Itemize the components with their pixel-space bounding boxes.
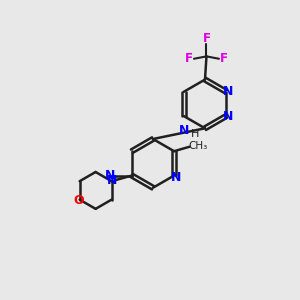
Text: N: N — [179, 124, 190, 136]
Text: CH₃: CH₃ — [188, 140, 208, 151]
Text: N: N — [170, 170, 181, 184]
Text: N: N — [223, 110, 233, 123]
Text: F: F — [220, 52, 228, 65]
Text: O: O — [74, 194, 84, 207]
Text: N: N — [107, 174, 118, 187]
Text: N: N — [223, 85, 233, 98]
Text: N: N — [105, 169, 116, 182]
Text: F: F — [184, 52, 193, 65]
Text: H: H — [191, 129, 200, 139]
Text: F: F — [202, 32, 211, 45]
